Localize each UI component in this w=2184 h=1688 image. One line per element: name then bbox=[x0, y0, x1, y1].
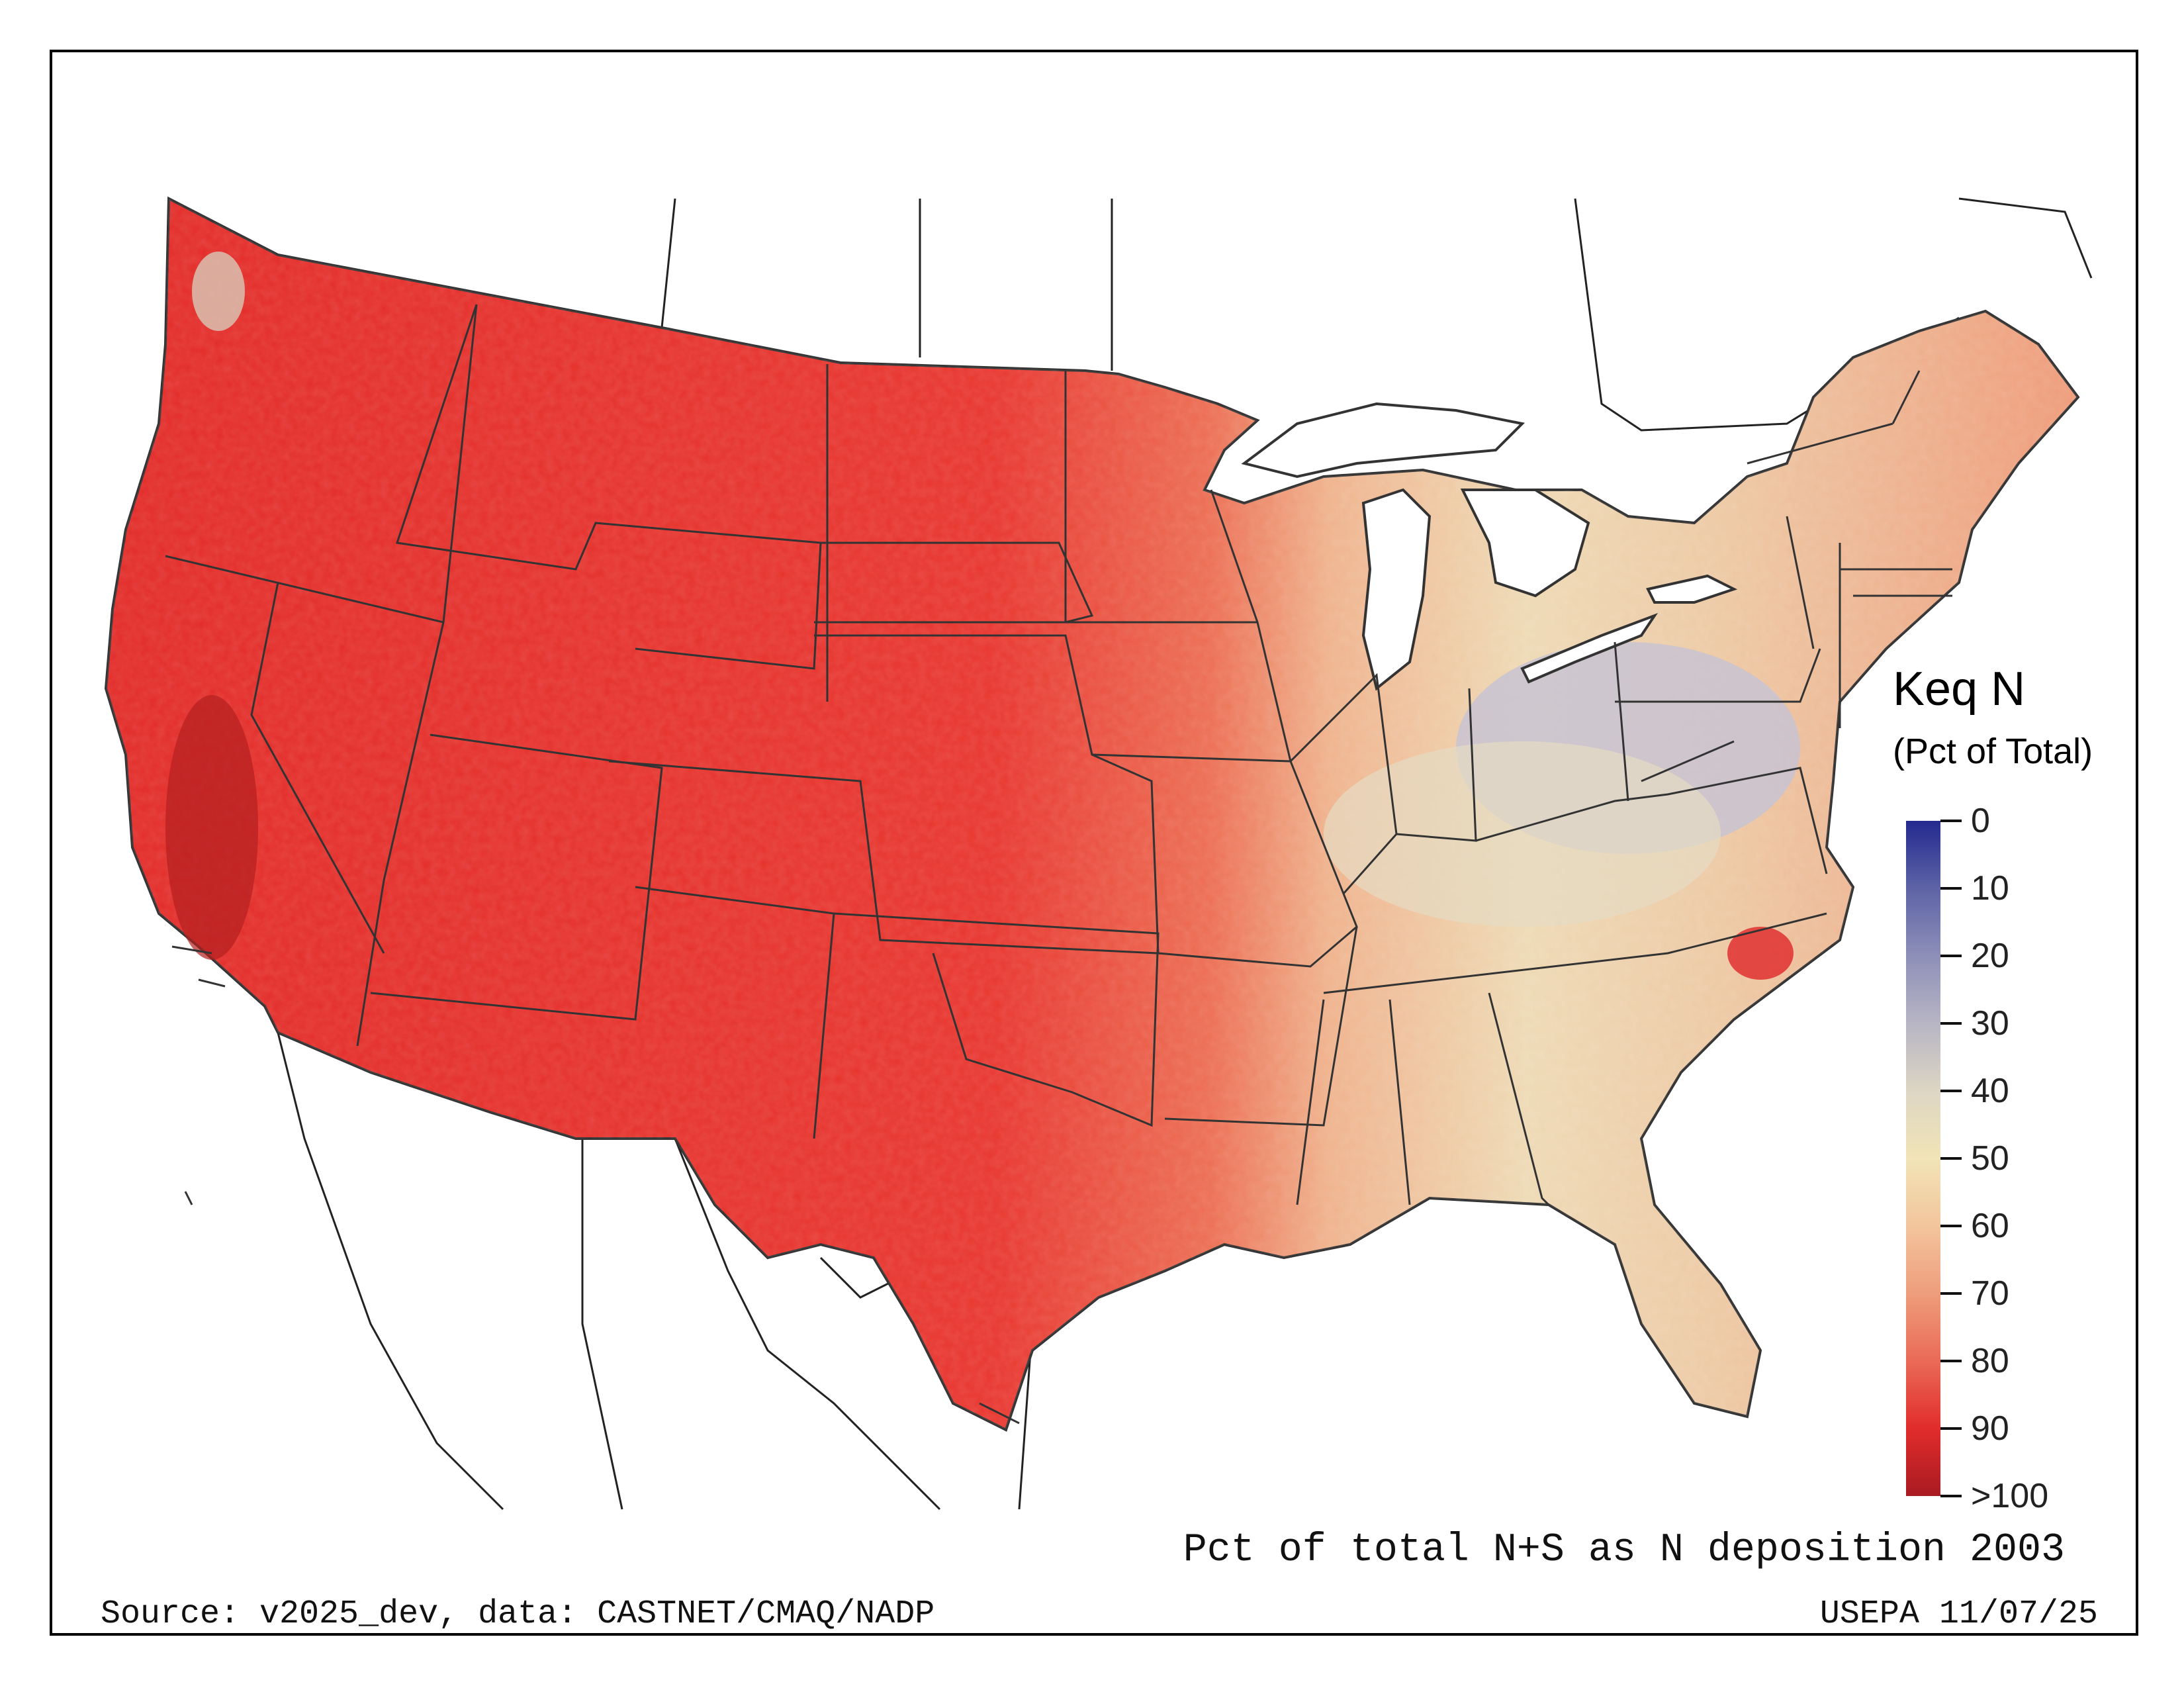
legend-subtitle: (Pct of Total) bbox=[1893, 731, 2093, 771]
legend-tick-label: 0 bbox=[1971, 802, 1990, 840]
legend-tick-label: 20 bbox=[1971, 937, 2009, 975]
lake-ontario bbox=[1646, 574, 1738, 604]
legend-tick bbox=[1940, 1427, 1962, 1430]
lake-superior bbox=[1241, 402, 1525, 479]
legend-tick bbox=[1940, 887, 1962, 890]
legend-tick-label: 70 bbox=[1971, 1274, 2009, 1313]
legend-tick bbox=[1940, 1495, 1962, 1497]
legend-tick bbox=[1940, 1022, 1962, 1025]
legend-tick bbox=[1940, 955, 1962, 957]
legend-tick bbox=[1940, 1360, 1962, 1362]
legend-tick-label: 50 bbox=[1971, 1139, 2009, 1178]
source-text: Source: v2025_dev, data: CASTNET/CMAQ/NA… bbox=[101, 1595, 935, 1633]
legend-tick bbox=[1940, 1292, 1962, 1295]
legend-title: Keq N bbox=[1893, 663, 2026, 716]
legend-tick-label: 10 bbox=[1971, 869, 2009, 908]
legend-tick bbox=[1940, 820, 1962, 822]
lake-erie bbox=[1520, 612, 1659, 684]
state-borders bbox=[165, 304, 1952, 1206]
legend-tick-label: 90 bbox=[1971, 1409, 2009, 1448]
great-lakes bbox=[1241, 402, 1738, 691]
washington-light bbox=[192, 252, 245, 331]
legend-colorbar bbox=[1906, 821, 1940, 1496]
legend-tick-label: 40 bbox=[1971, 1072, 2009, 1110]
legend-tick-label: 80 bbox=[1971, 1342, 2009, 1380]
coastal-details bbox=[171, 945, 1020, 1425]
map-title: Pct of total N+S as N deposition 2003 bbox=[1183, 1528, 2065, 1573]
legend-tick-label: 60 bbox=[1971, 1207, 2009, 1245]
nc-hotspot bbox=[1727, 927, 1794, 980]
lake-michigan bbox=[1361, 488, 1432, 691]
legend-tick-label: 30 bbox=[1971, 1004, 2009, 1043]
legend-tick-label: >100 bbox=[1971, 1477, 2049, 1515]
legend-tick bbox=[1940, 1225, 1962, 1227]
legend-tick bbox=[1940, 1157, 1962, 1160]
agency-stamp: USEPA 11/07/25 bbox=[1819, 1595, 2098, 1633]
canada-lines bbox=[660, 197, 2093, 432]
map-frame bbox=[50, 50, 2138, 1636]
context-borders bbox=[277, 197, 2093, 1511]
mexico-lines bbox=[277, 1032, 1034, 1511]
legend-tick bbox=[1940, 1090, 1962, 1092]
appalachian-region bbox=[1324, 741, 1721, 927]
map-grain bbox=[106, 199, 2078, 1430]
lake-huron bbox=[1460, 489, 1590, 598]
california-dark bbox=[165, 695, 258, 960]
